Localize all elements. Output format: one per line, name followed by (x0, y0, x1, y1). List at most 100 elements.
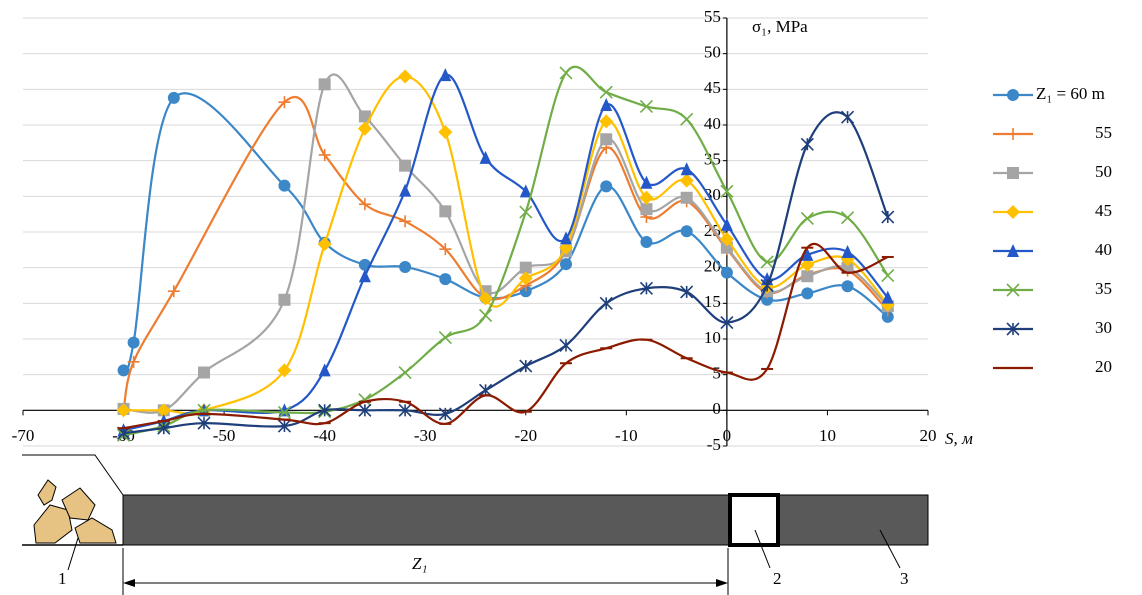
marker (439, 243, 452, 256)
x-tick-label: 20 (920, 426, 937, 445)
marker (639, 190, 654, 205)
marker-shape (318, 363, 331, 377)
x-tick-label: -20 (514, 426, 537, 445)
marker-shape (117, 364, 130, 377)
marker-shape (801, 270, 814, 283)
marker (198, 366, 210, 379)
marker (478, 308, 493, 323)
marker-shape (599, 114, 614, 129)
marker (600, 133, 613, 146)
y-tick-label: 50 (704, 43, 721, 62)
rock (33, 504, 73, 544)
marker-shape (1007, 244, 1019, 257)
marker-shape (398, 69, 413, 84)
marker (640, 175, 653, 189)
marker-shape (439, 273, 452, 286)
marker (599, 85, 613, 99)
y-tick-label: 40 (704, 114, 721, 133)
legend-label: 20 (1095, 357, 1112, 376)
legend-label: 35 (1095, 279, 1112, 298)
marker (1007, 89, 1019, 101)
marker (720, 217, 733, 231)
marker (640, 203, 653, 216)
marker (277, 363, 292, 378)
marker-shape (639, 190, 654, 205)
marker (679, 173, 694, 188)
marker (1007, 244, 1019, 257)
marker-shape (801, 247, 814, 261)
y-tick-label: 0 (712, 399, 721, 418)
marker (1006, 205, 1020, 219)
marker (116, 403, 131, 418)
marker (358, 269, 371, 283)
y-tick-label: 20 (704, 257, 721, 276)
legend-label: 55 (1095, 123, 1112, 142)
marker-shape (640, 203, 653, 216)
marker (167, 285, 180, 298)
marker (841, 244, 854, 258)
marker-shape (600, 133, 613, 146)
marker (640, 235, 653, 248)
marker-shape (680, 225, 693, 238)
marker (358, 403, 372, 417)
marker (559, 338, 573, 352)
marker-shape (1006, 283, 1020, 297)
y-tick-label: 30 (704, 185, 721, 204)
marker (760, 278, 774, 293)
marker (720, 184, 734, 198)
marker (318, 403, 332, 417)
marker (881, 290, 894, 304)
marker (398, 403, 412, 417)
face (728, 493, 780, 547)
marker-shape (841, 280, 854, 293)
marker (599, 114, 614, 129)
marker (519, 184, 532, 198)
marker (358, 110, 371, 123)
legend-label: 30 (1095, 318, 1112, 337)
marker (278, 293, 291, 306)
marker (399, 159, 412, 172)
marker (318, 148, 331, 161)
marker (519, 359, 533, 373)
marker (399, 260, 412, 273)
marker (357, 121, 372, 136)
marker (277, 405, 292, 420)
arrow (716, 579, 728, 587)
marker (720, 316, 734, 330)
marker (720, 266, 733, 279)
y-tick-label: 55 (704, 7, 721, 26)
marker (127, 336, 140, 349)
marker-shape (116, 403, 131, 418)
marker (439, 205, 452, 218)
marker-shape (278, 179, 291, 192)
marker (318, 363, 331, 377)
plot (116, 65, 895, 442)
marker-shape (599, 85, 613, 99)
marker-shape (1006, 205, 1020, 219)
marker (600, 180, 613, 193)
marker (117, 364, 130, 377)
marker-shape (399, 260, 412, 273)
y-tick-label: 5 (712, 364, 721, 383)
marker (639, 99, 654, 114)
marker (278, 96, 291, 109)
marker (438, 407, 452, 421)
marker-shape (1007, 167, 1019, 179)
marker (840, 110, 855, 124)
marker-shape (720, 217, 733, 231)
x-axis-label: S, м (945, 429, 973, 448)
marker-shape (398, 365, 412, 380)
marker-shape (679, 173, 694, 188)
marker-shape (399, 159, 412, 172)
marker-shape (640, 175, 653, 189)
marker (800, 137, 814, 151)
marker (439, 68, 452, 82)
y-tick-label: 10 (704, 328, 721, 347)
marker (519, 261, 532, 274)
marker-shape (720, 266, 733, 279)
x-tick-label: -30 (414, 426, 437, 445)
marker (600, 98, 613, 112)
pointer (754, 529, 771, 569)
marker-shape (841, 244, 854, 258)
marker (680, 285, 694, 299)
